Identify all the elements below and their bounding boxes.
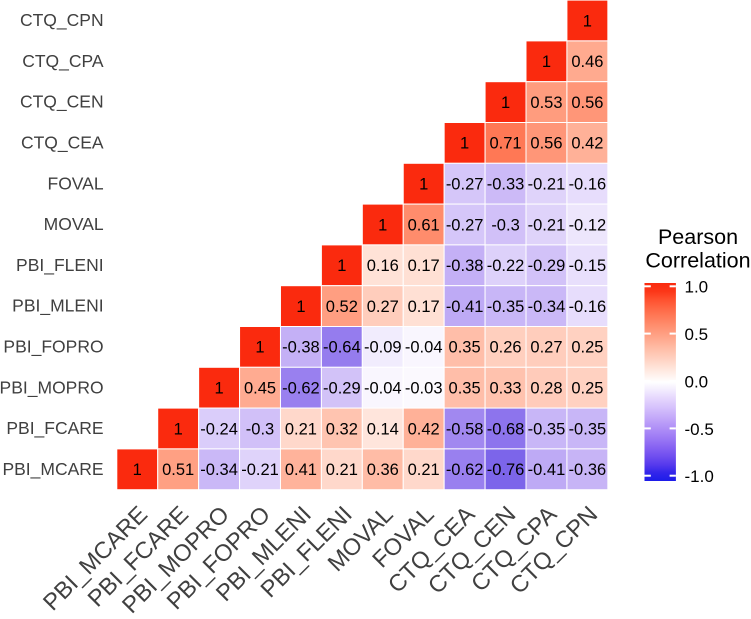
svg-text:1: 1 <box>174 420 183 438</box>
svg-text:-0.62: -0.62 <box>282 380 320 398</box>
svg-text:-0.3: -0.3 <box>491 216 519 234</box>
svg-text:-0.5: -0.5 <box>685 420 714 439</box>
svg-text:CTQ_CEN: CTQ_CEN <box>20 92 104 113</box>
svg-text:0.21: 0.21 <box>408 461 440 479</box>
svg-text:0.41: 0.41 <box>285 461 317 479</box>
svg-text:0.21: 0.21 <box>326 461 358 479</box>
svg-text:0.25: 0.25 <box>571 339 603 357</box>
svg-text:0.26: 0.26 <box>489 339 521 357</box>
svg-text:1: 1 <box>337 257 346 275</box>
svg-text:1: 1 <box>215 380 224 398</box>
svg-text:0.14: 0.14 <box>367 420 399 438</box>
svg-text:0.27: 0.27 <box>530 339 562 357</box>
svg-text:-0.62: -0.62 <box>446 461 484 479</box>
svg-text:0.56: 0.56 <box>571 94 603 112</box>
svg-text:0.17: 0.17 <box>408 257 440 275</box>
svg-text:CTQ_CPN: CTQ_CPN <box>20 10 104 31</box>
svg-text:0.45: 0.45 <box>244 380 276 398</box>
svg-text:1: 1 <box>419 176 428 194</box>
svg-text:-0.09: -0.09 <box>364 339 402 357</box>
svg-text:-0.35: -0.35 <box>569 420 607 438</box>
svg-text:1: 1 <box>133 461 142 479</box>
svg-text:-0.36: -0.36 <box>569 461 607 479</box>
svg-text:PBI_MCARE: PBI_MCARE <box>2 459 103 480</box>
svg-text:-0.38: -0.38 <box>446 257 484 275</box>
svg-text:-0.21: -0.21 <box>241 461 279 479</box>
svg-text:0.56: 0.56 <box>530 135 562 153</box>
svg-text:CTQ_CEA: CTQ_CEA <box>21 133 104 154</box>
svg-text:PBI_MOPRO: PBI_MOPRO <box>0 377 104 398</box>
svg-text:Pearson: Pearson <box>658 225 738 249</box>
svg-text:1: 1 <box>378 216 387 234</box>
svg-text:-0.27: -0.27 <box>446 176 484 194</box>
svg-text:-0.33: -0.33 <box>487 176 525 194</box>
svg-text:PBI_MLENI: PBI_MLENI <box>12 296 103 317</box>
svg-text:PBI_FLENI: PBI_FLENI <box>16 255 104 276</box>
svg-text:-0.34: -0.34 <box>528 298 566 316</box>
svg-text:0.35: 0.35 <box>449 339 481 357</box>
svg-text:0.36: 0.36 <box>367 461 399 479</box>
svg-text:FOVAL: FOVAL <box>48 173 104 193</box>
svg-text:0.42: 0.42 <box>571 135 603 153</box>
svg-text:0.21: 0.21 <box>285 420 317 438</box>
svg-text:1: 1 <box>460 135 469 153</box>
svg-text:0.32: 0.32 <box>326 420 358 438</box>
svg-text:0.5: 0.5 <box>685 325 709 344</box>
svg-text:-0.29: -0.29 <box>528 257 566 275</box>
svg-text:-0.41: -0.41 <box>528 461 566 479</box>
svg-text:Correlation: Correlation <box>645 248 750 272</box>
svg-text:-0.04: -0.04 <box>405 339 443 357</box>
svg-text:0.16: 0.16 <box>367 257 399 275</box>
svg-text:1: 1 <box>542 53 551 71</box>
svg-text:0.0: 0.0 <box>685 372 709 391</box>
svg-text:0.17: 0.17 <box>408 298 440 316</box>
svg-text:0.52: 0.52 <box>326 298 358 316</box>
svg-text:-0.38: -0.38 <box>282 339 320 357</box>
svg-text:0.25: 0.25 <box>571 380 603 398</box>
svg-text:-1.0: -1.0 <box>685 467 714 486</box>
svg-text:-0.22: -0.22 <box>487 257 525 275</box>
svg-text:MOVAL: MOVAL <box>44 214 104 234</box>
svg-text:0.28: 0.28 <box>530 380 562 398</box>
svg-text:-0.68: -0.68 <box>487 420 525 438</box>
svg-text:-0.21: -0.21 <box>528 216 566 234</box>
svg-text:-0.27: -0.27 <box>446 216 484 234</box>
svg-text:CTQ_CPA: CTQ_CPA <box>22 51 104 72</box>
svg-text:0.61: 0.61 <box>408 216 440 234</box>
svg-text:-0.15: -0.15 <box>569 257 607 275</box>
svg-text:-0.16: -0.16 <box>569 298 607 316</box>
svg-text:-0.58: -0.58 <box>446 420 484 438</box>
svg-text:0.46: 0.46 <box>571 53 603 71</box>
svg-text:-0.16: -0.16 <box>569 176 607 194</box>
svg-text:-0.34: -0.34 <box>200 461 238 479</box>
svg-text:0.42: 0.42 <box>408 420 440 438</box>
svg-text:0.35: 0.35 <box>449 380 481 398</box>
svg-text:-0.24: -0.24 <box>200 420 238 438</box>
svg-text:1: 1 <box>255 339 264 357</box>
svg-text:-0.03: -0.03 <box>405 380 443 398</box>
svg-text:-0.12: -0.12 <box>569 216 607 234</box>
svg-text:0.33: 0.33 <box>489 380 521 398</box>
svg-text:1: 1 <box>501 94 510 112</box>
svg-text:1: 1 <box>583 12 592 30</box>
svg-text:0.53: 0.53 <box>530 94 562 112</box>
svg-text:0.51: 0.51 <box>162 461 194 479</box>
svg-text:-0.64: -0.64 <box>323 339 361 357</box>
svg-text:1.0: 1.0 <box>685 278 709 297</box>
svg-text:-0.35: -0.35 <box>487 298 525 316</box>
svg-text:-0.29: -0.29 <box>323 380 361 398</box>
svg-text:-0.3: -0.3 <box>246 420 274 438</box>
svg-text:-0.41: -0.41 <box>446 298 484 316</box>
svg-text:0.71: 0.71 <box>489 135 521 153</box>
svg-text:1: 1 <box>296 298 305 316</box>
svg-text:0.27: 0.27 <box>367 298 399 316</box>
svg-text:-0.35: -0.35 <box>528 420 566 438</box>
svg-text:PBI_FOPRO: PBI_FOPRO <box>3 337 103 358</box>
svg-text:-0.76: -0.76 <box>487 461 525 479</box>
svg-text:-0.04: -0.04 <box>364 380 402 398</box>
svg-text:-0.21: -0.21 <box>528 176 566 194</box>
svg-text:PBI_FCARE: PBI_FCARE <box>6 418 103 439</box>
